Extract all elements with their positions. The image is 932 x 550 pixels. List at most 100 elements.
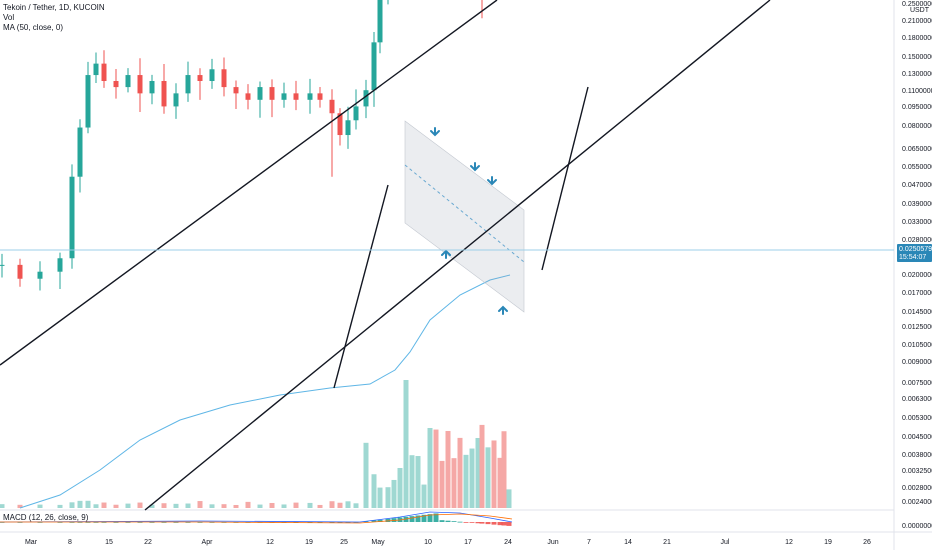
volume-bar [113, 504, 119, 508]
legend: Tekoin / Tether, 1D, KUCOIN Vol MA (50, … [3, 3, 105, 33]
volume-bar [403, 380, 409, 508]
candle-body [363, 90, 369, 107]
candle-body [293, 93, 299, 100]
price-scale-tick: 0.00000000 [902, 523, 932, 530]
volume-bar [485, 447, 491, 508]
price-scale-tick: 0.00530000 [902, 415, 932, 422]
volume-bar [345, 501, 351, 508]
price-scale-tick: 0.06500000 [902, 146, 932, 153]
macd-bar [403, 516, 409, 522]
price-scale-tick: 0.25000000 [902, 1, 932, 8]
up-arrow-icon [441, 249, 451, 259]
candle-body [257, 87, 263, 100]
candle-body [161, 80, 167, 107]
macd-bar [345, 522, 351, 523]
candle-body [185, 75, 191, 94]
time-scale-tick: 12 [785, 539, 793, 546]
legend-title: Tekoin / Tether, 1D, KUCOIN [3, 3, 105, 12]
volume-bar [125, 503, 131, 508]
macd-signal-line [0, 513, 513, 524]
macd-bar [479, 522, 485, 524]
volume-bar [457, 437, 463, 508]
volume-bar [101, 502, 107, 508]
price-scale-tick: 0.02000000 [902, 272, 932, 279]
price-scale-tick: 0.04700000 [902, 182, 932, 189]
time-scale-tick: 8 [68, 539, 72, 546]
volume-bar [137, 502, 143, 508]
candle-body [209, 69, 215, 81]
current-price-value: 0.02505799 [899, 246, 932, 253]
volume-bar [317, 504, 323, 508]
candle-body [269, 87, 275, 100]
macd-bar [353, 522, 359, 523]
time-scale-tick: 19 [824, 539, 832, 546]
volume-bar [433, 429, 439, 508]
price-scale-tick: 0.05500000 [902, 164, 932, 171]
candle-body [0, 264, 5, 266]
volume-bar [475, 438, 481, 508]
candle-body [113, 80, 119, 88]
volume-bar [371, 474, 377, 508]
volume-bar [391, 479, 397, 508]
macd-bar [485, 522, 491, 525]
volume-bar [37, 504, 43, 508]
volume-bar [491, 440, 497, 508]
trendline-upper [0, 0, 498, 366]
price-scale-tick: 0.00900000 [902, 359, 932, 366]
price-scale-tick: 0.13000000 [902, 71, 932, 78]
candle-body [101, 63, 107, 81]
volume-bar [149, 504, 155, 508]
price-scale-tick: 0.21000000 [902, 18, 932, 25]
volume-bar [161, 503, 167, 508]
candle-body [337, 113, 343, 136]
price-scale-tick: 0.11000000 [902, 88, 932, 95]
time-scale-tick: Jun [547, 539, 558, 546]
candles [0, 0, 483, 291]
price-scale-tick: 0.00380000 [902, 452, 932, 459]
time-scale-tick: 21 [663, 539, 671, 546]
volume-bars [0, 380, 512, 508]
candle-body [57, 258, 63, 272]
macd-bar [377, 519, 383, 522]
volume-bar [353, 503, 359, 508]
macd-line [0, 511, 513, 523]
time-scale-tick: May [371, 539, 385, 546]
volume-bar [497, 457, 503, 508]
time-scale-tick: Mar [25, 539, 38, 546]
volume-bar [281, 504, 287, 508]
volume-bar [69, 502, 75, 508]
volume-bar [0, 504, 5, 508]
volume-bar [293, 502, 299, 508]
candle-body [281, 93, 287, 100]
macd-bar [371, 520, 377, 522]
volume-bar [421, 484, 427, 508]
macd-bar [421, 514, 427, 522]
trendline-impulse [333, 184, 389, 389]
candle-body [345, 120, 351, 136]
macd-bar [463, 522, 469, 523]
macd-bar [439, 520, 445, 522]
price-scale-tick: 0.03900000 [902, 201, 932, 208]
volume-bar [307, 502, 313, 508]
volume-bar [257, 504, 263, 508]
macd-bar [427, 514, 433, 522]
macd-bar [501, 522, 507, 526]
price-scale-tick: 0.00630000 [902, 396, 932, 403]
candle-body [125, 75, 131, 88]
candle-body [173, 93, 179, 107]
macd-bar [445, 520, 451, 522]
volume-bar [173, 503, 179, 508]
trendline-lower [144, 0, 771, 511]
macd-bar [475, 522, 481, 524]
price-scale-tick: 0.08000000 [902, 123, 932, 130]
price-scale-tick: 0.15000000 [902, 54, 932, 61]
volume-bar [77, 500, 83, 508]
volume-bar [506, 489, 512, 508]
macd-bar [469, 522, 475, 523]
volume-bar [197, 501, 203, 508]
trendline-projection [541, 86, 589, 271]
macd-bar [491, 522, 497, 525]
volume-bar [233, 504, 239, 508]
